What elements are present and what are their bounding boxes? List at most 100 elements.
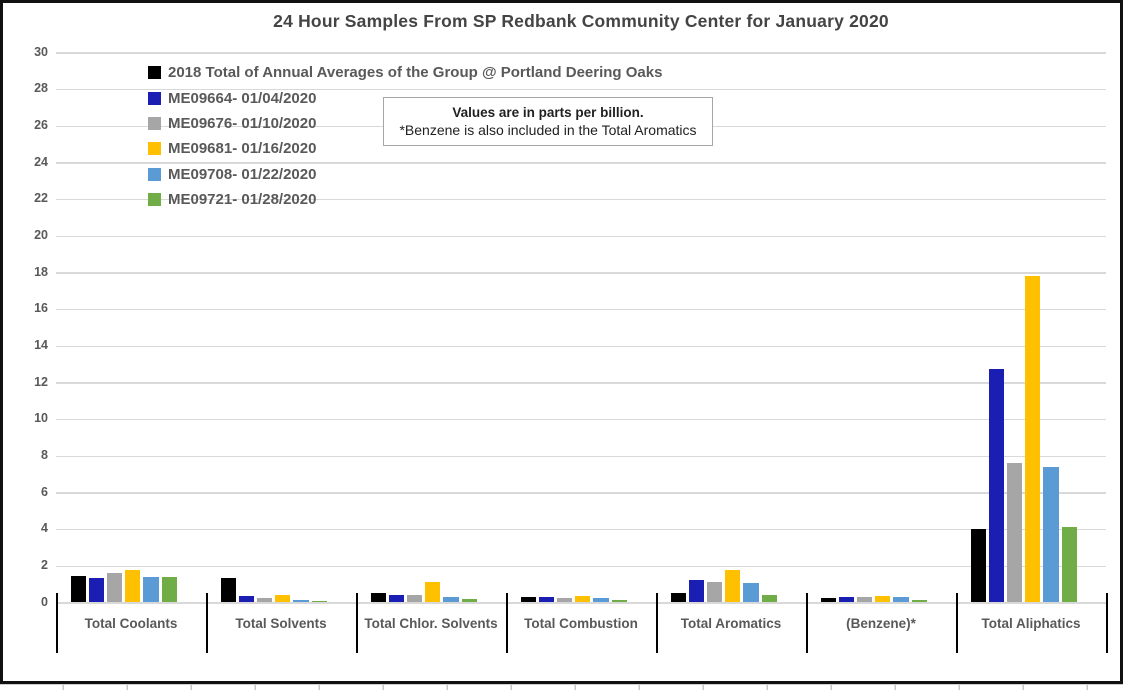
y-gridline — [56, 492, 1106, 494]
bar — [970, 528, 986, 603]
bar — [538, 596, 554, 603]
y-axis-tick-label: 16 — [34, 301, 48, 316]
legend-swatch — [148, 116, 161, 130]
bar — [238, 595, 254, 603]
category-separator-tick — [506, 593, 508, 653]
y-axis-tick-label: 6 — [41, 484, 48, 499]
legend-item: 2018 Total of Annual Averages of the Gro… — [148, 60, 662, 85]
y-axis-tick-label: 10 — [34, 411, 48, 426]
category-separator-tick — [356, 593, 358, 653]
bar — [1043, 466, 1059, 603]
y-gridline — [56, 162, 1106, 164]
bar — [688, 580, 704, 603]
y-axis-tick-label: 18 — [34, 264, 48, 279]
bar — [893, 596, 909, 603]
category-label: Total Aromatics — [680, 616, 782, 631]
bar — [725, 570, 741, 603]
category-separator-tick — [806, 593, 808, 653]
bar — [220, 578, 236, 603]
legend-swatch — [148, 167, 161, 181]
bar — [370, 593, 386, 603]
legend-swatch — [148, 193, 161, 207]
bar — [161, 576, 177, 603]
bar — [593, 597, 609, 603]
y-gridline — [56, 198, 1106, 201]
category-separator-tick — [56, 593, 58, 653]
bar — [293, 599, 309, 603]
bar — [1025, 275, 1041, 603]
bar — [575, 595, 591, 603]
legend-label: ME09721- 01/28/2020 — [168, 191, 317, 209]
legend-item: ME09721- 01/28/2020 — [148, 187, 662, 212]
bar — [670, 593, 686, 603]
y-axis-tick-label: 14 — [34, 338, 48, 353]
y-axis-tick-label: 26 — [34, 118, 48, 133]
y-gridline — [56, 88, 1106, 91]
bar — [911, 599, 927, 603]
legend-item: ME09664- 01/04/2020 — [148, 85, 662, 110]
bar — [988, 369, 1004, 603]
legend-label: 2018 Total of Annual Averages of the Gro… — [168, 64, 663, 82]
bar — [88, 577, 104, 603]
bar — [256, 597, 273, 603]
y-axis-tick-label: 0 — [41, 594, 48, 609]
y-gridline — [56, 345, 1106, 348]
category-label: (Benzene)* — [846, 616, 916, 631]
bar — [70, 575, 86, 603]
category-separator-tick — [1106, 593, 1108, 653]
bar — [125, 570, 141, 603]
bar — [425, 582, 441, 603]
legend-label: ME09708- 01/22/2020 — [168, 165, 317, 183]
chart-title: 24 Hour Samples From SP Redbank Communit… — [273, 11, 889, 31]
category-label: Total Combustion — [524, 616, 638, 631]
bar — [143, 576, 159, 603]
note-box: Values are in parts per billion. *Benzen… — [383, 97, 713, 146]
legend-label: ME09676- 01/10/2020 — [168, 114, 317, 132]
chart-legend: 2018 Total of Annual Averages of the Gro… — [148, 60, 662, 212]
legend-swatch — [148, 142, 161, 156]
y-gridline — [56, 235, 1106, 238]
y-axis-tick-label: 8 — [41, 448, 48, 463]
note-line-2: *Benzene is also included in the Total A… — [399, 122, 697, 138]
bar — [743, 583, 759, 603]
category-label: Total Aliphatics — [981, 616, 1081, 631]
bar — [406, 594, 423, 603]
bar — [443, 596, 459, 603]
y-gridline — [56, 602, 1106, 604]
bar — [875, 595, 891, 603]
y-gridline — [56, 455, 1106, 458]
spreadsheet-row-edge — [0, 684, 1123, 690]
legend-swatch — [148, 66, 161, 80]
category-separator-tick — [956, 593, 958, 653]
legend-label: ME09664- 01/04/2020 — [168, 89, 317, 107]
y-gridline — [56, 565, 1106, 568]
bar — [838, 596, 854, 603]
y-axis-tick-label: 24 — [34, 154, 48, 169]
legend-item: ME09676- 01/10/2020 — [148, 111, 662, 136]
bar — [388, 594, 404, 603]
bar — [706, 582, 723, 603]
bar — [820, 597, 836, 603]
legend-label: ME09681- 01/16/2020 — [168, 140, 317, 158]
y-axis-tick-label: 2 — [41, 558, 48, 573]
bar — [611, 600, 627, 603]
legend-item: ME09681- 01/16/2020 — [148, 136, 662, 161]
bar — [761, 594, 777, 603]
bar — [106, 572, 123, 603]
y-gridline — [56, 272, 1106, 274]
y-gridline — [56, 418, 1106, 421]
y-axis-tick-label: 20 — [34, 228, 48, 243]
y-gridline — [56, 382, 1106, 384]
bar — [311, 600, 327, 603]
y-axis-tick-label: 22 — [34, 191, 48, 206]
y-gridline — [56, 308, 1106, 311]
bar — [556, 597, 573, 603]
y-gridline — [56, 52, 1106, 54]
bar — [1006, 462, 1023, 603]
bar — [275, 594, 291, 603]
category-separator-tick — [206, 593, 208, 653]
category-label: Total Coolants — [84, 616, 178, 631]
y-axis-tick-label: 12 — [34, 374, 48, 389]
y-axis-tick-label: 4 — [41, 521, 48, 536]
